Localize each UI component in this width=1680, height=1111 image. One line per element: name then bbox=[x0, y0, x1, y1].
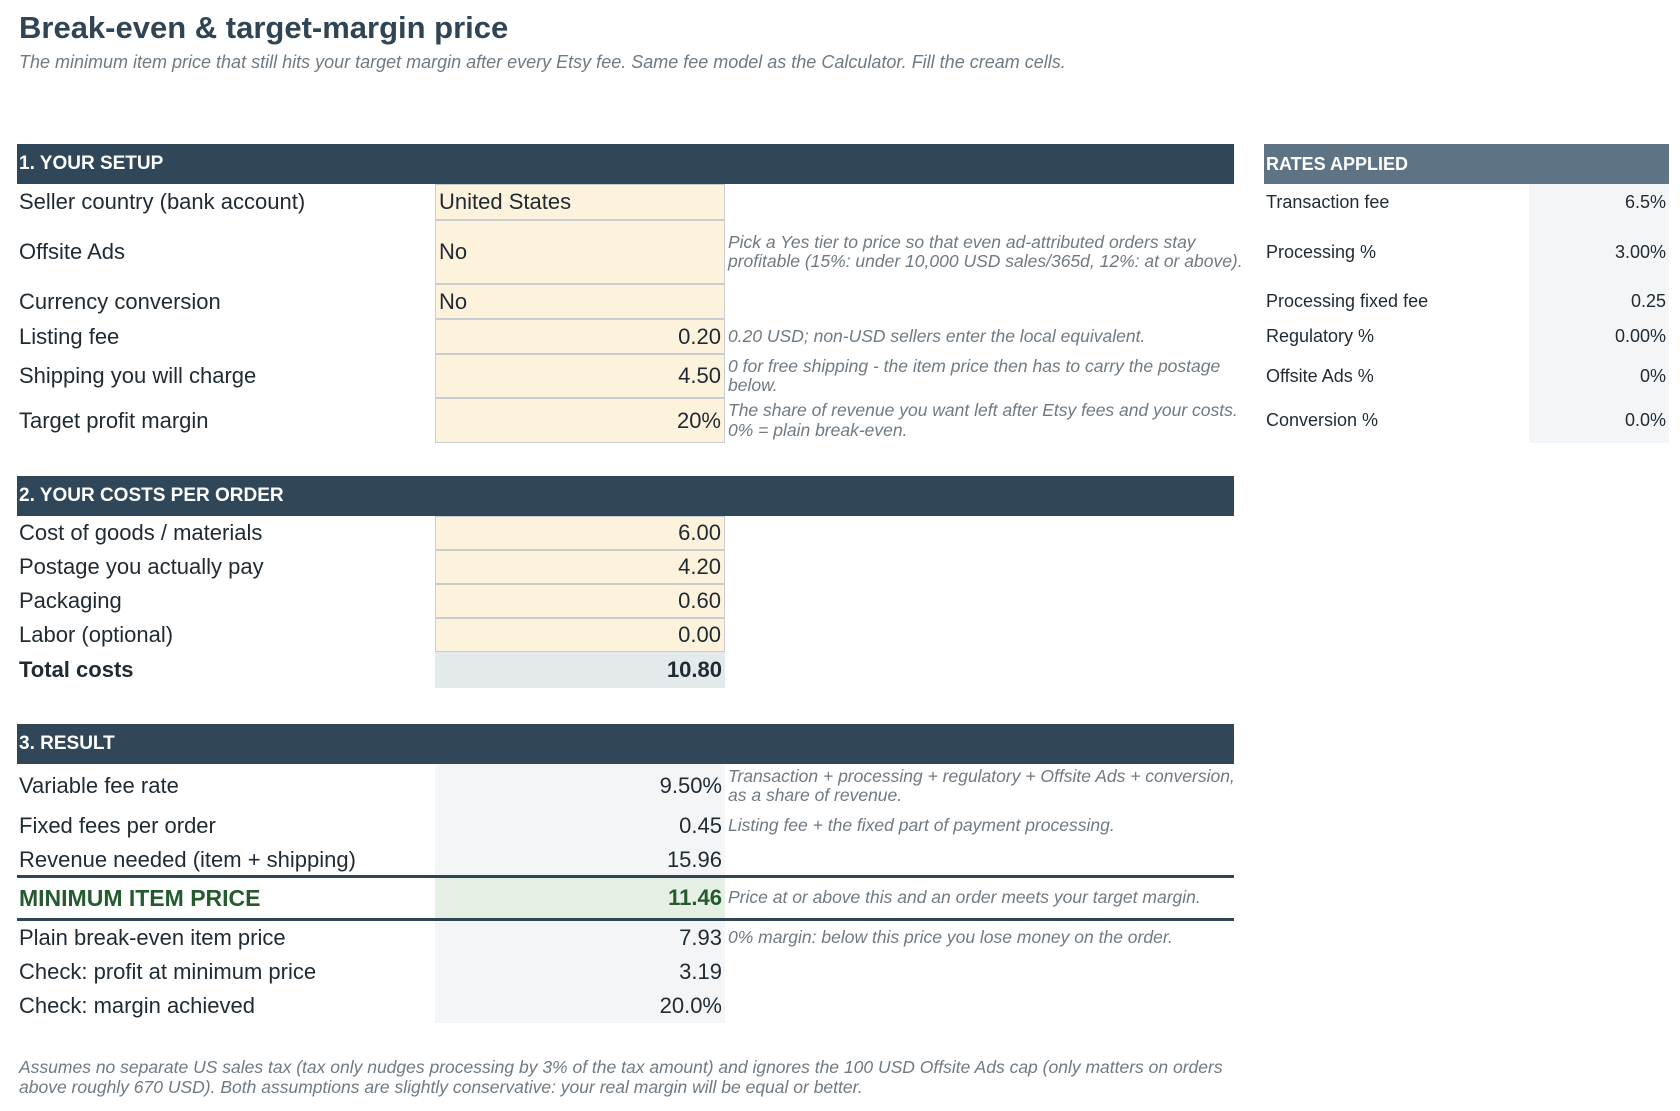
section-header-result: 3. RESULT bbox=[17, 724, 1234, 764]
cost-row-packaging: Packaging 0.60 bbox=[17, 584, 1234, 618]
setup-row-listing-fee: Listing fee 0.20 0.20 USD; non-USD selle… bbox=[17, 319, 1234, 354]
row-label: Currency conversion bbox=[19, 288, 221, 314]
break-even-value: 7.93 bbox=[435, 921, 725, 955]
rate-row-processing-fixed: Processing fixed fee 0.25 bbox=[1264, 284, 1669, 319]
row-label: Target profit margin bbox=[19, 407, 209, 433]
row-label: Fixed fees per order bbox=[19, 812, 216, 838]
rate-label: Offsite Ads % bbox=[1266, 365, 1374, 386]
result-row-minimum-price: MINIMUM ITEM PRICE 11.46 Price at or abo… bbox=[17, 875, 1234, 921]
row-note: The share of revenue you want left after… bbox=[728, 400, 1238, 440]
result-row-variable-fee: Variable fee rate 9.50% Transaction + pr… bbox=[17, 764, 1235, 808]
page-title: Break-even & target-margin price bbox=[19, 10, 509, 45]
result-row-fixed-fees: Fixed fees per order 0.45 Listing fee + … bbox=[17, 808, 1234, 843]
rate-value: 0.25 bbox=[1529, 284, 1669, 319]
rates-applied-header: RATES APPLIED bbox=[1264, 144, 1669, 184]
row-note: Pick a Yes tier to price so that even ad… bbox=[728, 231, 1243, 271]
cost-row-total: Total costs 10.80 bbox=[17, 652, 1234, 688]
total-costs-label: Total costs bbox=[19, 657, 134, 682]
row-note: Price at or above this and an order meet… bbox=[728, 887, 1201, 908]
result-row-revenue-needed: Revenue needed (item + shipping) 15.96 bbox=[17, 843, 1234, 877]
rate-label: Conversion % bbox=[1266, 410, 1379, 430]
row-label: Seller country (bank account) bbox=[19, 189, 306, 214]
fixed-fees-value: 0.45 bbox=[435, 808, 725, 843]
row-note: 0.20 USD; non-USD sellers enter the loca… bbox=[728, 325, 1146, 346]
currency-conversion-input[interactable]: No bbox=[435, 284, 725, 319]
row-label: Plain break-even item price bbox=[19, 925, 286, 950]
setup-row-shipping: Shipping you will charge 4.50 0 for free… bbox=[17, 354, 1234, 398]
rate-value: 0% bbox=[1529, 354, 1669, 398]
row-label: Listing fee bbox=[19, 323, 120, 349]
setup-row-offsite-ads: Offsite Ads No Pick a Yes tier to price … bbox=[17, 220, 1243, 284]
row-label: Check: profit at minimum price bbox=[19, 959, 317, 984]
section-header-costs: 2. YOUR COSTS PER ORDER bbox=[17, 476, 1234, 516]
margin-check-value: 20.0% bbox=[435, 989, 725, 1023]
labor-input[interactable]: 0.00 bbox=[435, 618, 725, 652]
rate-row-processing: Processing % 3.00% bbox=[1264, 220, 1669, 284]
rate-value: 0.0% bbox=[1529, 398, 1669, 443]
row-label: Shipping you will charge bbox=[19, 363, 257, 388]
offsite-ads-input[interactable]: No bbox=[435, 220, 725, 284]
target-margin-input[interactable]: 20% bbox=[435, 398, 725, 443]
setup-row-country: Seller country (bank account) United Sta… bbox=[17, 184, 1234, 220]
row-label: Cost of goods / materials bbox=[19, 520, 263, 545]
seller-country-input[interactable]: United States bbox=[435, 184, 725, 220]
rate-row-regulatory: Regulatory % 0.00% bbox=[1264, 319, 1669, 354]
variable-fee-rate-value: 9.50% bbox=[435, 764, 725, 808]
rate-value: 6.5% bbox=[1529, 184, 1669, 220]
result-row-margin-check: Check: margin achieved 20.0% bbox=[17, 989, 1234, 1023]
row-label: Revenue needed (item + shipping) bbox=[19, 847, 356, 872]
rate-label: Transaction fee bbox=[1266, 191, 1390, 212]
page-subtitle: The minimum item price that still hits y… bbox=[19, 52, 1066, 72]
rate-label: Processing fixed fee bbox=[1266, 291, 1429, 311]
footer-note: Assumes no separate US sales tax (tax on… bbox=[19, 1057, 1223, 1098]
revenue-needed-value: 15.96 bbox=[435, 843, 725, 877]
rate-row-conversion: Conversion % 0.0% bbox=[1264, 398, 1669, 443]
listing-fee-input[interactable]: 0.20 bbox=[435, 319, 725, 354]
total-costs-value: 10.80 bbox=[435, 652, 725, 688]
cost-row-goods: Cost of goods / materials 6.00 bbox=[17, 516, 1234, 550]
row-note: Transaction + processing + regulatory + … bbox=[728, 765, 1235, 805]
cost-row-labor: Labor (optional) 0.00 bbox=[17, 618, 1234, 652]
row-label: Offsite Ads bbox=[19, 239, 125, 264]
row-note: 0 for free shipping - the item price the… bbox=[728, 355, 1221, 395]
packaging-input[interactable]: 0.60 bbox=[435, 584, 725, 618]
rate-label: Regulatory % bbox=[1266, 326, 1375, 346]
row-label: Packaging bbox=[19, 588, 122, 613]
rate-label: Processing % bbox=[1266, 241, 1377, 262]
rate-value: 0.00% bbox=[1529, 319, 1669, 354]
section-header-setup: 1. YOUR SETUP bbox=[17, 144, 1234, 184]
rate-row-transaction: Transaction fee 6.5% bbox=[1264, 184, 1669, 220]
cost-row-postage: Postage you actually pay 4.20 bbox=[17, 550, 1234, 584]
result-row-profit-check: Check: profit at minimum price 3.19 bbox=[17, 955, 1234, 989]
postage-input[interactable]: 4.20 bbox=[435, 550, 725, 584]
row-note: Listing fee + the fixed part of payment … bbox=[728, 814, 1115, 835]
rate-value: 3.00% bbox=[1529, 220, 1669, 284]
setup-row-margin: Target profit margin 20% The share of re… bbox=[17, 398, 1238, 443]
minimum-price-value: 11.46 bbox=[435, 878, 725, 918]
result-row-break-even: Plain break-even item price 7.93 0% marg… bbox=[17, 921, 1234, 955]
minimum-price-label: MINIMUM ITEM PRICE bbox=[19, 884, 261, 911]
row-label: Check: margin achieved bbox=[19, 993, 256, 1018]
row-label: Variable fee rate bbox=[19, 773, 179, 798]
row-label: Postage you actually pay bbox=[19, 554, 264, 579]
profit-check-value: 3.19 bbox=[435, 955, 725, 989]
cost-of-goods-input[interactable]: 6.00 bbox=[435, 516, 725, 550]
rate-row-offsite-ads: Offsite Ads % 0% bbox=[1264, 354, 1669, 398]
row-label: Labor (optional) bbox=[19, 622, 174, 647]
row-note: 0% margin: below this price you lose mon… bbox=[728, 927, 1173, 948]
setup-row-currency: Currency conversion No bbox=[17, 284, 1234, 319]
shipping-charge-input[interactable]: 4.50 bbox=[435, 354, 725, 398]
